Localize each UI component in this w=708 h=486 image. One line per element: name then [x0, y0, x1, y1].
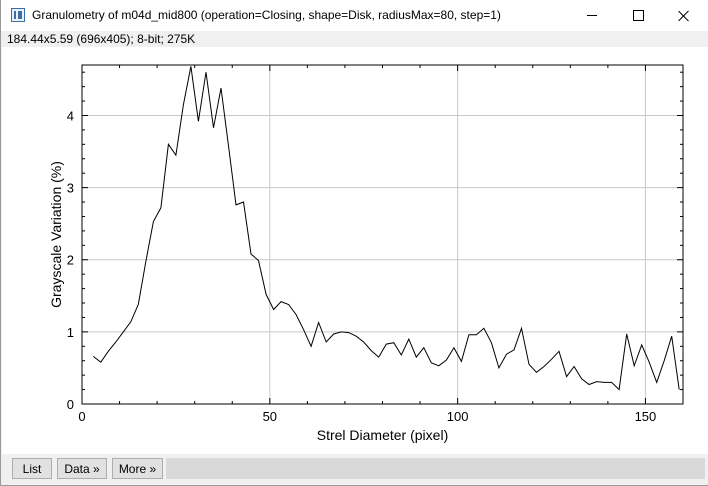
- series-line: [92, 66, 680, 391]
- title-bar[interactable]: Granulometry of m04d_mid800 (operation=C…: [1, 0, 708, 31]
- maximize-icon: [632, 10, 644, 21]
- more-button[interactable]: More »: [112, 458, 163, 479]
- plot-canvas[interactable]: 0 50 100 150 0 1 2 3 4 Strel Diameter (pixel) Gray…: [2, 47, 708, 454]
- y-tick-label: 1: [67, 325, 74, 340]
- y-axis-label: Grayscale Variation (%): [48, 161, 64, 308]
- x-tick-label: 0: [78, 409, 85, 424]
- data-button[interactable]: Data »: [57, 458, 107, 479]
- y-tick-label: 2: [67, 253, 74, 268]
- y-tick-label: 0: [67, 397, 74, 412]
- plot-button-bar: List Data » More »: [1, 455, 708, 485]
- x-tick-label: 50: [263, 409, 277, 424]
- button-bar-filler: [166, 458, 705, 479]
- maximize-button[interactable]: [615, 0, 661, 31]
- minimize-button[interactable]: [569, 0, 615, 31]
- y-tick-label: 3: [67, 181, 74, 196]
- image-info-line: 184.44x5.59 (696x405); 8-bit; 275K: [7, 32, 196, 46]
- minimize-icon: [587, 15, 597, 16]
- x-tick-label: 100: [447, 409, 469, 424]
- x-axis-label: Strel Diameter (pixel): [317, 427, 448, 443]
- list-button[interactable]: List: [12, 458, 52, 479]
- close-icon: [678, 10, 690, 22]
- x-tick-label: 150: [635, 409, 657, 424]
- window-title: Granulometry of m04d_mid800 (operation=C…: [32, 8, 501, 22]
- close-button[interactable]: [661, 0, 707, 31]
- y-tick-label: 4: [67, 108, 74, 123]
- plot-frame: [81, 64, 684, 405]
- plot-panel[interactable]: 0 50 100 150 0 1 2 3 4 Strel Diameter (pixel) Gray…: [2, 47, 708, 454]
- imagej-app-icon: [11, 8, 25, 22]
